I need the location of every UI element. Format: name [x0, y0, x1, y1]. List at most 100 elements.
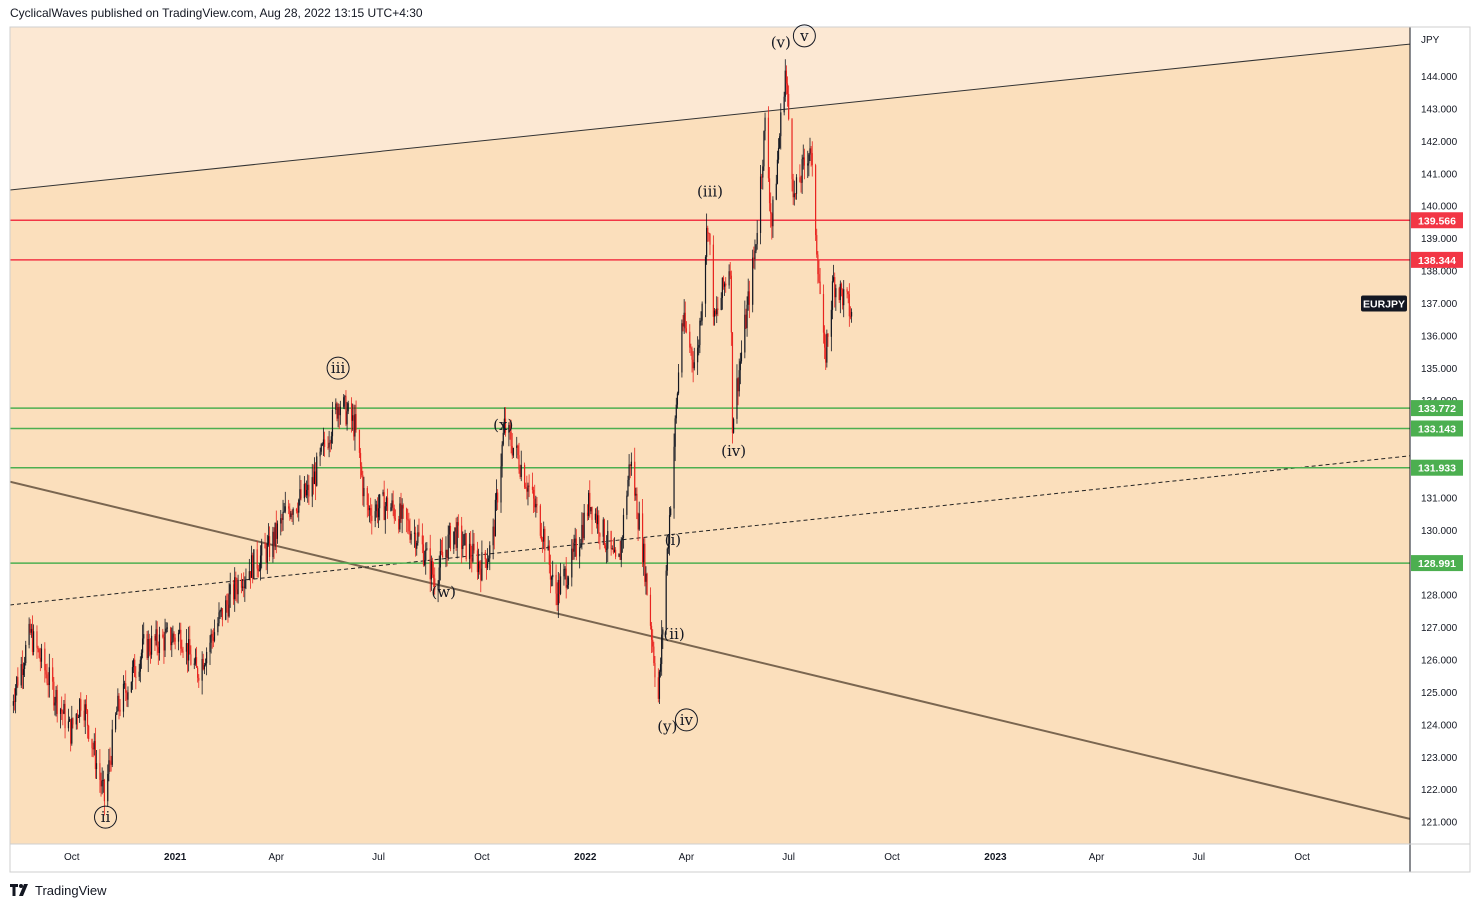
candle-body — [225, 600, 227, 620]
candle-body — [307, 484, 309, 491]
candle-body — [810, 148, 812, 154]
candle-body — [190, 654, 192, 665]
candle-body — [772, 199, 774, 227]
candle-body — [311, 477, 313, 497]
candle-body — [666, 548, 668, 571]
candle-body — [785, 70, 788, 84]
candle-body — [257, 568, 259, 571]
candle-body — [794, 193, 796, 195]
candle-body — [386, 497, 389, 511]
time-axis: Oct 2021 Apr Jul Oct 2022 Apr Jul Oct 2023 Apr Jul O… — [64, 852, 1310, 863]
candle-body — [512, 447, 514, 456]
candle-body — [497, 492, 499, 503]
candle-body — [204, 663, 207, 666]
candle-body — [638, 513, 640, 530]
candle-body — [244, 579, 246, 589]
candle-body — [280, 518, 282, 524]
candle-body — [573, 542, 575, 552]
candle-body — [194, 657, 196, 664]
candle-body — [201, 658, 203, 681]
candle-body — [652, 639, 654, 647]
candle-body — [795, 177, 798, 194]
candle-body — [117, 695, 119, 712]
candle-body — [21, 664, 23, 675]
price-chart[interactable]: JPY 121.000 122.000 123.000 124.000 125.000 12… — [0, 0, 1478, 880]
candle-body — [107, 773, 109, 802]
candle-body — [101, 780, 103, 787]
candle-body — [95, 763, 98, 770]
candle-body — [715, 310, 717, 315]
candle-body — [25, 644, 27, 664]
candle-body — [448, 525, 450, 535]
candle-body — [156, 629, 158, 648]
candle-body — [430, 561, 432, 580]
level-tag-text: 133.772 — [1418, 403, 1456, 415]
candle-body — [732, 418, 735, 433]
candle-body — [391, 500, 393, 508]
candle-body — [526, 488, 528, 492]
candle-body — [124, 683, 126, 685]
candle-body — [674, 418, 676, 447]
candle-body — [37, 647, 39, 650]
candle-body — [158, 634, 161, 653]
chart-frame — [9, 26, 1471, 873]
candle-body — [477, 561, 480, 573]
candle-body — [31, 628, 34, 652]
candle-body — [429, 548, 431, 580]
level-tag-text: 131.933 — [1418, 463, 1456, 475]
candle-body — [462, 545, 464, 550]
wave-label: (y) — [657, 717, 677, 735]
candle-body — [684, 312, 686, 329]
candle-body — [800, 182, 802, 184]
candle-body — [186, 643, 189, 661]
candle-body — [549, 565, 552, 580]
tradingview-footer[interactable]: TradingView — [10, 881, 107, 899]
candle-body — [691, 348, 693, 360]
candle-body — [539, 505, 541, 536]
candle-body — [165, 628, 167, 633]
currency-label: JPY — [1421, 35, 1440, 46]
candle-body — [493, 526, 495, 537]
candle-body — [667, 543, 670, 549]
wave-label: ii — [101, 808, 111, 826]
candle-body — [195, 657, 198, 668]
candle-body — [470, 543, 472, 558]
candle-body — [344, 396, 346, 398]
candle-body — [724, 283, 726, 287]
candle-body — [13, 701, 16, 703]
candle-body — [166, 627, 168, 629]
candle-body — [45, 670, 47, 675]
candle-body — [697, 347, 699, 363]
wave-label: (v) — [771, 33, 791, 51]
candle-body — [670, 508, 672, 516]
candle-body — [75, 713, 77, 725]
x-tick-label: Oct — [1294, 852, 1310, 863]
candle-body — [763, 131, 765, 167]
candle-body — [447, 534, 449, 558]
candle-body — [94, 740, 96, 770]
candle-body — [241, 586, 244, 588]
candle-body — [127, 692, 129, 700]
candle-body — [668, 515, 671, 544]
candle-body — [140, 652, 143, 660]
candle-body — [406, 508, 408, 520]
candle-body — [418, 532, 420, 536]
candle-body — [379, 494, 381, 509]
level-tag-text: 138.344 — [1418, 255, 1456, 267]
candle-body — [755, 244, 757, 251]
y-tick-label: 142.000 — [1421, 137, 1458, 148]
candle-body — [807, 163, 809, 166]
y-tick-label: 130.000 — [1421, 526, 1458, 537]
candle-body — [738, 370, 740, 392]
candle-body — [206, 651, 208, 664]
candle-body — [234, 577, 236, 600]
candle-body — [510, 431, 512, 447]
candle-body — [358, 429, 361, 453]
candle-body — [762, 166, 764, 178]
candle-body — [779, 136, 781, 148]
candle-body — [189, 639, 191, 655]
wave-circle — [674, 708, 698, 732]
candle-body — [273, 531, 275, 546]
candle-body — [203, 665, 205, 670]
candle-body — [650, 625, 653, 640]
